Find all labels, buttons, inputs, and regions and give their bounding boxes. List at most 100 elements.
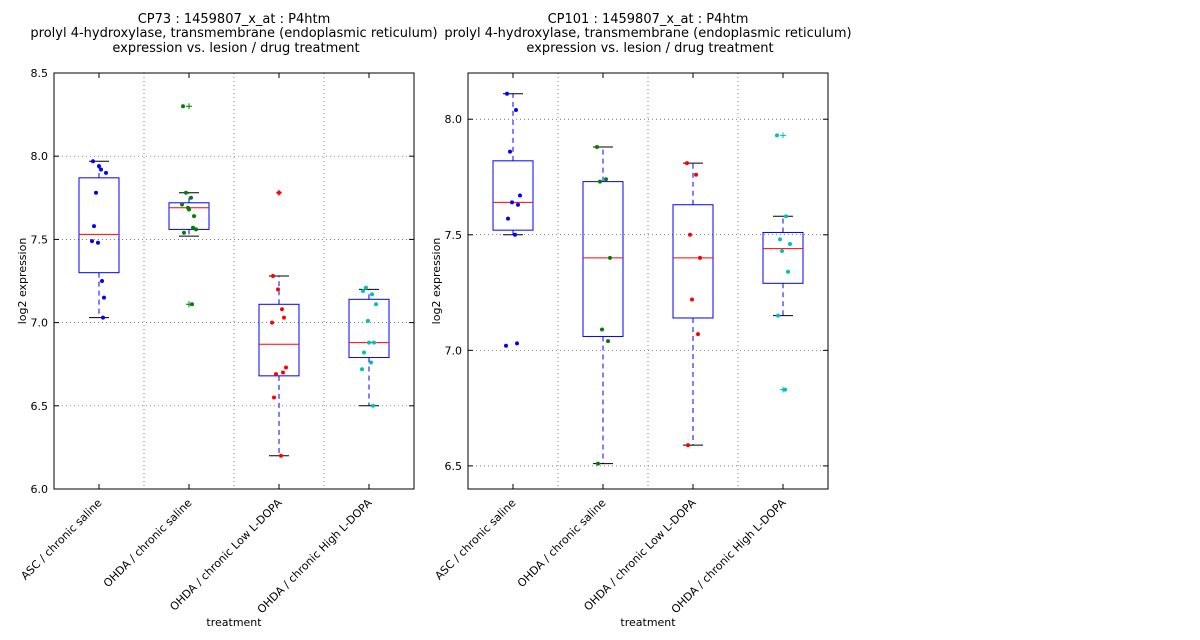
chart2-data-point (595, 144, 599, 149)
chart1-data-point (282, 315, 286, 320)
chart-panel-1: CP73 : 1459807_x_at : P4htm prolyl 4-hyd… (16, 12, 438, 629)
chart2-data-point (780, 248, 784, 253)
chart1-plot-area: 6.0 6.5 7.0 7.5 8.0 8.5 ASC / chronic salineOH… (18, 67, 415, 616)
chart2-data-point (608, 255, 612, 260)
chart1-data-point (277, 190, 281, 195)
chart1-data-point (362, 350, 366, 355)
chart2-y-tick-label: 7.0 (445, 344, 463, 357)
chart1-box (168, 202, 210, 230)
chart1-data-point (270, 320, 274, 325)
chart1-data-point (280, 307, 284, 312)
chart1-data-point (180, 202, 184, 207)
chart1-data-point (371, 403, 375, 408)
chart2-axes-frame (467, 72, 829, 490)
chart1-data-point (94, 190, 98, 195)
chart2-data-point (776, 313, 780, 318)
chart1-data-point (281, 370, 285, 375)
chart2-data-point (786, 269, 790, 274)
chart1-data-point (191, 225, 195, 230)
chart2-data-point (508, 149, 512, 154)
chart2-data-point (788, 242, 792, 247)
chart2-data-point (775, 133, 779, 138)
chart2-data-point (778, 237, 782, 242)
chart2-data-point (604, 177, 608, 182)
chart1-data-point (284, 365, 288, 370)
chart2-x-tick-label: OHDA / chronic saline (515, 496, 609, 590)
chart2-title-line-2: prolyl 4-hydroxylase, transmembrane (end… (444, 26, 851, 41)
chart2-box (492, 160, 534, 231)
chart1-data-point (182, 230, 186, 235)
chart2-x-tick-label: ASC / chronic saline (432, 496, 518, 582)
chart1-data-point (187, 207, 191, 212)
chart2-data-point (696, 332, 700, 337)
chart1-data-point (96, 240, 100, 245)
chart1-data-point (279, 453, 283, 458)
chart1-box (78, 177, 120, 274)
chart2-box (762, 231, 804, 284)
chart2-data-point (513, 232, 517, 237)
chart1-title-line-1: CP73 : 1459807_x_at : P4htm (138, 12, 331, 27)
chart1-data-point (104, 170, 108, 175)
chart1-data-point (97, 164, 101, 169)
chart2-y-tick-label: 8.0 (445, 113, 463, 126)
chart1-data-point (274, 372, 278, 377)
chart1-data-point (101, 315, 105, 320)
chart1-data-point (184, 190, 188, 195)
chart-panel-2: CP101 : 1459807_x_at : P4htm prolyl 4-hy… (430, 12, 852, 629)
chart1-data-point (181, 104, 185, 109)
chart1-y-axis-label: log2 expression (16, 238, 29, 325)
chart1-data-point (361, 288, 365, 293)
chart2-data-point (510, 200, 514, 205)
chart2-title-line-1: CP101 : 1459807_x_at : P4htm (548, 12, 749, 27)
chart1-data-point (192, 214, 196, 219)
chart1-title-line-2: prolyl 4-hydroxylase, transmembrane (end… (30, 26, 437, 41)
chart2-data-point (505, 91, 509, 96)
chart1-data-point (364, 285, 368, 290)
chart2-box (582, 181, 624, 337)
chart1-y-tick-label: 6.5 (31, 400, 49, 413)
chart2-y-tick-label: 7.5 (445, 229, 463, 242)
chart2-data-point (514, 107, 518, 112)
chart2-data-point (506, 216, 510, 221)
chart1-data-point (99, 167, 103, 172)
chart1-data-point (276, 287, 280, 292)
chart1-data-point (370, 292, 374, 297)
chart2-data-point (783, 387, 787, 392)
chart1-y-tick-label: 6.0 (31, 483, 49, 496)
chart2-data-point (698, 255, 702, 260)
chart2-data-point (596, 461, 600, 466)
chart1-data-point (189, 195, 193, 200)
chart1-title-line-3: expression vs. lesion / drug treatment (112, 41, 359, 56)
chart1-data-point (374, 302, 378, 307)
chart2-data-point (606, 339, 610, 344)
chart1-data-point (102, 295, 106, 300)
chart1-y-tick-label: 8.5 (31, 67, 49, 80)
chart1-data-point (360, 367, 364, 372)
chart2-y-tick-label: 6.5 (445, 460, 463, 473)
chart1-data-point (367, 340, 371, 345)
chart2-data-point (518, 193, 522, 198)
chart2-data-point (688, 232, 692, 237)
chart2-title-line-3: expression vs. lesion / drug treatment (526, 41, 773, 56)
chart2-data-point (686, 443, 690, 448)
chart1-data-point (194, 227, 198, 232)
chart2-y-axis-label: log2 expression (430, 238, 443, 325)
chart2-data-point (600, 327, 604, 332)
chart1-x-axis-label: treatment (206, 616, 262, 629)
chart2-box (672, 204, 714, 319)
chart2-data-point (598, 179, 602, 184)
chart1-data-point (272, 395, 276, 400)
chart1-data-point (271, 274, 275, 279)
chart1-data-point (92, 224, 96, 229)
chart1-box (258, 303, 300, 377)
chart1-data-point (372, 340, 376, 345)
chart1-data-point (91, 159, 95, 164)
chart1-x-tick-label: OHDA / chronic saline (101, 496, 195, 590)
chart2-x-axis-label: treatment (620, 616, 676, 629)
chart2-data-point (690, 297, 694, 302)
chart2-data-point (504, 343, 508, 348)
chart1-x-tick-label: ASC / chronic saline (18, 496, 104, 582)
chart1-data-point (90, 239, 94, 244)
